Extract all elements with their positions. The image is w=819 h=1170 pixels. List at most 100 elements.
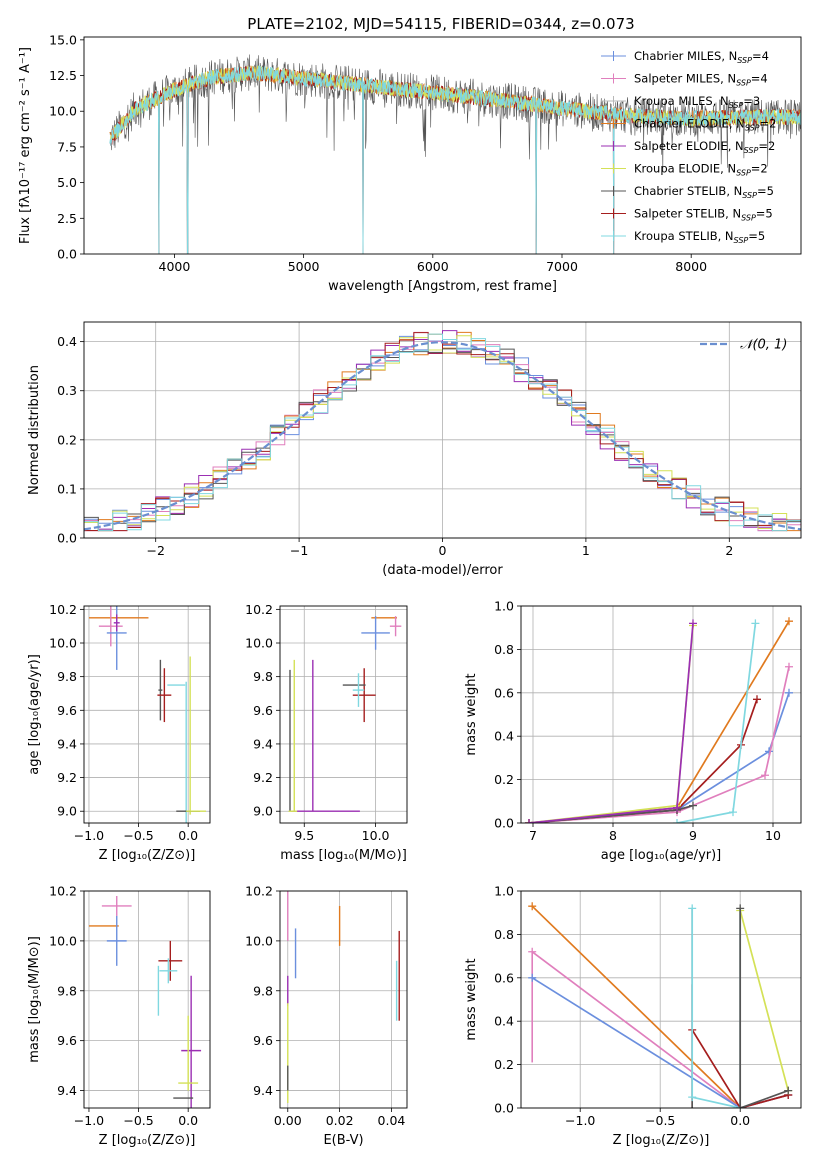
- y-tick-label: 2.5: [57, 211, 77, 226]
- x-axis-label: Z [log₁₀(Z/Z⊙)]: [99, 1133, 196, 1148]
- y-tick-label: 10.0: [245, 933, 273, 948]
- weight-marker-cs: [689, 801, 697, 810]
- y-tick-label: 0.8: [494, 642, 514, 657]
- y-tick-label: 9.6: [253, 703, 273, 718]
- x-tick-label: 7000: [546, 259, 578, 274]
- y-tick-label: 12.5: [49, 68, 77, 83]
- plot-frame: [279, 890, 408, 1109]
- weight-marker-se: [673, 803, 681, 812]
- legend-label: Salpeter STELIB, NSSP=5: [634, 207, 773, 223]
- plot-frame: [83, 605, 211, 824]
- x-tick-label: 9.5: [294, 828, 314, 843]
- weight-marker-se: [689, 619, 697, 628]
- x-tick-label: 4000: [159, 259, 191, 274]
- figure-title: PLATE=2102, MJD=54115, FIBERID=0344, z=0…: [247, 15, 634, 33]
- x-tick-label: 0.0: [178, 828, 198, 843]
- grid: [84, 322, 801, 539]
- y-tick-label: 10.0: [49, 933, 77, 948]
- weight-line-cm: [528, 692, 790, 823]
- y-tick-label: 9.4: [57, 736, 77, 751]
- errorbars: [288, 616, 402, 812]
- y-axis-label: mass weight: [464, 673, 479, 755]
- weight-marker-cs: [736, 904, 745, 913]
- x-tick-label: 0: [439, 543, 447, 558]
- weight-marker-ks: [688, 1093, 697, 1102]
- legend-label: Chabrier ELODIE, NSSP=2: [634, 117, 776, 133]
- y-tick-label: 10.0: [49, 636, 77, 651]
- plot-frame: [83, 321, 802, 539]
- x-tick-label: −1.0: [565, 1113, 595, 1128]
- weight-line-ks: [676, 623, 757, 823]
- x-axis-label: wavelength [Angstrom, rest frame]: [328, 279, 557, 294]
- y-tick-label: 0.4: [494, 1014, 514, 1029]
- x-tick-label: −1.0: [74, 1113, 104, 1128]
- weight-lines: [528, 902, 793, 1108]
- y-tick-label: 9.4: [57, 1083, 77, 1098]
- y-tick-label: 10.0: [49, 104, 77, 119]
- histogram-ks: [84, 333, 801, 538]
- x-tick-label: −1.0: [74, 828, 104, 843]
- legend-label: Salpeter MILES, NSSP=4: [634, 72, 768, 88]
- spectrum-panel: 4000 5000 6000 7000 8000 0.0 2.5 5.0 7.5 10.0 12.5…: [18, 32, 802, 294]
- y-tick-label: 1.0: [494, 884, 514, 899]
- x-axis-label: mass [log₁₀(M/M⊙)]: [280, 848, 407, 863]
- weight-marker-cs: [784, 1086, 793, 1095]
- x-tick-label: 9: [689, 828, 697, 843]
- weight-line-sm: [528, 666, 790, 823]
- weight-marker-ks: [751, 619, 760, 628]
- x-tick-label: −2: [146, 543, 164, 558]
- y-tick-label: 9.0: [253, 804, 273, 819]
- weight-lines: [525, 617, 793, 823]
- plot-frame: [83, 36, 802, 255]
- x-tick-label: −0.5: [123, 1113, 153, 1128]
- age_vs_Z-panel: −1.0 −0.5 0.0 9.0 9.2 9.4 9.6 9.8 10.0 10.2 Z [log…: [27, 602, 211, 863]
- legend-label: Kroupa STELIB, NSSP=5: [634, 229, 765, 245]
- x-axis-label: Z [log₁₀(Z/Z⊙)]: [99, 848, 196, 863]
- weight-marker-sm: [785, 662, 793, 671]
- weight-marker-ce: [785, 617, 793, 626]
- y-tick-label: 9.4: [253, 1083, 273, 1098]
- y-tick-label: 0.6: [494, 685, 514, 700]
- grid: [521, 890, 801, 1109]
- y-tick-label: 9.2: [253, 770, 273, 785]
- legend: Chabrier MILES, NSSP=4 Salpeter MILES, NS…: [601, 49, 776, 245]
- y-tick-label: 9.8: [253, 983, 273, 998]
- y-tick-label: 0.4: [494, 729, 514, 744]
- x-tick-label: −0.5: [123, 828, 153, 843]
- weight-line-ke: [528, 625, 694, 823]
- x-tick-label: 0.0: [730, 1113, 750, 1128]
- gaussian-legend-label: 𝒩(0, 1): [740, 338, 787, 353]
- y-tick-label: 9.6: [57, 703, 77, 718]
- y-tick-label: 9.8: [253, 669, 273, 684]
- x-tick-label: 0.00: [274, 1113, 302, 1128]
- weight-marker-cm: [528, 973, 537, 982]
- weight_vs_Z-panel: −1.0 −0.5 0.0 0.0 0.2 0.4 0.6 0.8 1.0 Z [log₁₀(Z/…: [464, 884, 802, 1148]
- age_vs_mass-panel: 9.5 10.0 9.0 9.2 9.4 9.6 9.8 10.0 10.2 mass [log₁…: [245, 602, 408, 863]
- grid: [84, 890, 210, 1108]
- y-tick-label: 0.0: [57, 247, 77, 262]
- weight-line-ke: [739, 910, 790, 1091]
- x-axis-label: E(B-V): [323, 1133, 363, 1148]
- errorbars: [287, 891, 400, 1104]
- x-tick-label: 8: [609, 828, 617, 843]
- y-tick-label: 9.6: [253, 1033, 273, 1048]
- y-tick-label: 9.8: [57, 669, 77, 684]
- y-tick-label: 10.2: [49, 884, 77, 899]
- legend-label: Kroupa MILES, NSSP=3: [634, 94, 760, 110]
- weight-marker-ks: [729, 808, 737, 817]
- y-tick-label: 15.0: [49, 32, 77, 47]
- mass_vs_ebv-panel: 0.00 0.02 0.04 9.4 9.6 9.8 10.0 10.2 E(B-V): [245, 884, 408, 1148]
- mass_vs_Z-panel: −1.0 −0.5 0.0 9.4 9.6 9.8 10.0 10.2 Z [log₁₀(Z/Z…: [27, 884, 211, 1148]
- y-tick-label: 0.0: [494, 816, 514, 831]
- grid: [521, 605, 801, 824]
- y-tick-label: 0.0: [494, 1101, 514, 1116]
- weight_vs_age-panel: 7 8 9 10 0.0 0.2 0.4 0.6 0.8 1.0 age [log₁₀(age/yr…: [464, 599, 802, 863]
- y-tick-label: 9.6: [57, 1033, 77, 1048]
- y-tick-label: 10.2: [245, 884, 273, 899]
- weight-marker-se: [525, 819, 533, 823]
- weight-line-cs: [739, 908, 789, 1108]
- x-tick-label: 0.04: [378, 1113, 406, 1128]
- weight-marker-cs: [736, 1104, 745, 1108]
- weight-marker-ks: [673, 819, 681, 823]
